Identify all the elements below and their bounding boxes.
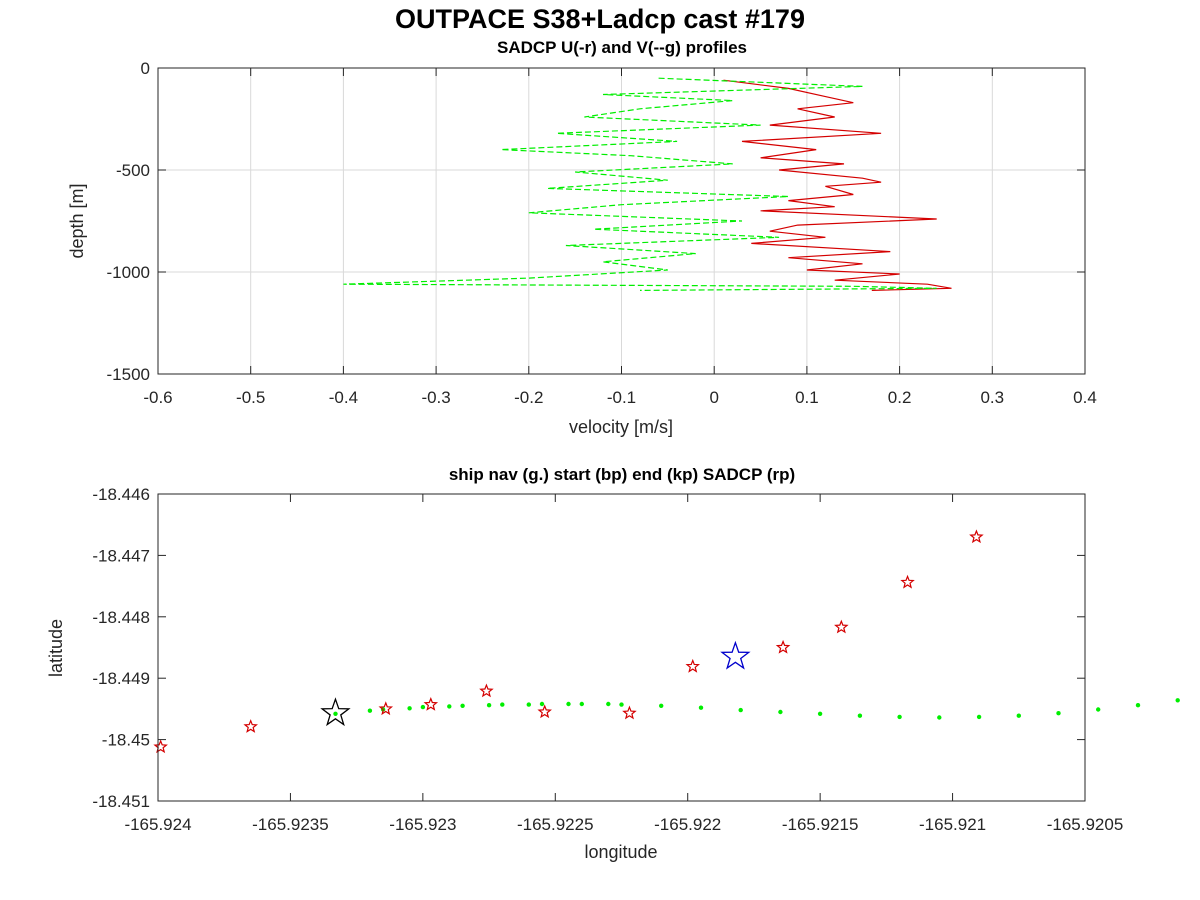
ship-nav-point [778, 709, 783, 715]
sadcp-star-marker [775, 639, 791, 654]
sadcp-star-marker [969, 529, 984, 544]
profile-axes-title: SADCP U(-r) and V(--g) profiles [497, 38, 747, 57]
nav-x-axis-label: longitude [584, 842, 657, 862]
ship-nav-point [500, 702, 505, 707]
profile-x-tick-label: 0.3 [980, 388, 1004, 407]
sadcp-star-marker [423, 696, 439, 711]
profile-tick-labels: -0.6 -0.5 -0.4 -0.3 -0.2 -0.1 0 0.1 0.2 0.3 0.4 -15… [107, 59, 1097, 407]
profile-series-group [343, 77, 952, 291]
ship-nav-point [579, 701, 584, 707]
ship-nav-point [857, 713, 863, 718]
ship-nav-point [460, 703, 465, 708]
ship-nav-point [1135, 703, 1141, 708]
profile-x-tick-label: -0.1 [607, 388, 636, 407]
nav-x-tick-label: -165.924 [124, 815, 191, 834]
nav-x-tick-label: -165.922 [654, 815, 721, 834]
ship-nav-point [486, 703, 492, 708]
profile-x-tick-label: -0.3 [421, 388, 450, 407]
start-star-marker [320, 697, 351, 727]
ship-nav-point [976, 714, 982, 720]
start-star-marker-group [320, 697, 351, 727]
ship-nav-point [738, 707, 743, 713]
profile-axes: SADCP U(-r) and V(--g) profiles -0.6 -0.5… [67, 38, 1097, 437]
profile-y-tick-label: -1000 [107, 263, 150, 282]
profile-x-tick-label: 0.1 [795, 388, 819, 407]
sadcp-star-marker [479, 683, 494, 698]
profile-x-tick-label: -0.5 [236, 388, 265, 407]
profile-y-axis-label: depth [m] [67, 183, 87, 258]
v-velocity-profile-line [343, 77, 937, 291]
profile-y-tick-label: -500 [116, 161, 150, 180]
nav-x-tick-label: -165.9235 [252, 815, 329, 834]
profile-x-tick-label: 0 [709, 388, 718, 407]
ship-nav-point [539, 701, 545, 707]
profile-x-axis-label: velocity [m/s] [569, 417, 673, 437]
ship-nav-point [333, 711, 338, 716]
profile-x-tick-label: -0.6 [143, 388, 172, 407]
nav-x-tick-label: -165.9225 [517, 815, 594, 834]
ship-nav-point [659, 703, 664, 708]
ship-nav-point [1056, 711, 1061, 716]
ship-nav-point [1096, 707, 1101, 712]
nav-axes-title: ship nav (g.) start (bp) end (kp) SADCP … [449, 465, 795, 484]
profile-x-tick-label: -0.4 [329, 388, 358, 407]
ship-nav-point-group [333, 698, 1180, 720]
ship-nav-point [606, 701, 611, 707]
sadcp-star-marker [537, 704, 552, 719]
sadcp-star-marker [685, 658, 701, 673]
ship-nav-point [566, 701, 571, 707]
profile-x-tick-label: 0.2 [888, 388, 912, 407]
profile-y-tick-label: -1500 [107, 365, 150, 384]
nav-y-tick-label: -18.45 [102, 731, 150, 750]
nav-series-group [153, 529, 1180, 754]
ship-nav-point [1175, 698, 1180, 703]
ship-nav-point [698, 705, 704, 710]
profile-y-tick-label: 0 [141, 59, 150, 78]
nav-x-tick-label: -165.9205 [1047, 815, 1124, 834]
sadcp-star-marker [622, 705, 637, 720]
u-velocity-profile-line [723, 79, 952, 291]
sadcp-star-marker [243, 719, 258, 733]
nav-y-tick-label: -18.447 [92, 546, 150, 565]
nav-axes-frame [157, 493, 1086, 802]
nav-x-tick-label: -165.923 [389, 815, 456, 834]
nav-x-tick-label: -165.9215 [782, 815, 859, 834]
profile-gridlines [157, 67, 1086, 375]
end-star-marker-group [720, 640, 751, 670]
figure-title: OUTPACE S38+Ladcp cast #179 [395, 4, 805, 34]
nav-x-tick-label: -165.921 [919, 815, 986, 834]
ship-nav-point [897, 714, 902, 720]
nav-y-tick-label: -18.446 [92, 485, 150, 504]
profile-x-tick-label: -0.2 [514, 388, 543, 407]
sadcp-star-marker [378, 701, 394, 716]
ship-nav-point [817, 711, 823, 716]
nav-y-tick-label: -18.449 [92, 669, 150, 688]
ship-nav-point [526, 702, 531, 707]
profile-x-tick-label: 0.4 [1073, 388, 1097, 407]
ship-nav-point [367, 708, 373, 713]
nav-y-tick-label: -18.448 [92, 608, 150, 627]
ship-nav-point [1016, 713, 1021, 718]
end-star-marker [720, 640, 751, 670]
ship-nav-point [619, 702, 624, 707]
ship-nav-point [447, 704, 452, 709]
ship-nav-point [407, 706, 412, 711]
nav-tick-labels: -165.924 -165.9235 -165.923 -165.9225 -165.9… [92, 485, 1123, 834]
ship-nav-point [937, 715, 942, 720]
sadcp-star-marker [900, 574, 915, 589]
sadcp-star-marker [153, 739, 168, 754]
nav-axes: ship nav (g.) start (bp) end (kp) SADCP … [46, 465, 1180, 862]
nav-y-tick-label: -18.451 [92, 792, 150, 811]
sadcp-star-marker [834, 619, 849, 634]
nav-y-axis-label: latitude [46, 619, 66, 677]
sadcp-star-marker-group [153, 529, 984, 754]
ship-nav-point [420, 704, 426, 710]
